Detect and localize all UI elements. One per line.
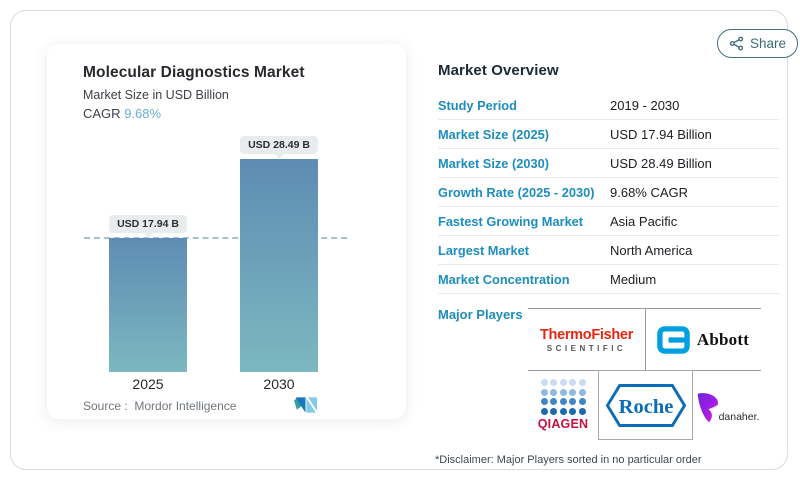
row-value: Asia Pacific xyxy=(610,213,678,229)
chart-subtitle: Market Size in USD Billion xyxy=(83,88,229,102)
table-row: Market Size (2025) USD 17.94 Billion xyxy=(438,120,779,149)
cagr-value: 9.68% xyxy=(124,106,162,121)
row-label: Market Concentration xyxy=(438,271,570,287)
row-value: USD 28.49 Billion xyxy=(610,155,712,171)
abbott-logo: Abbott xyxy=(645,309,761,370)
row-label: Study Period xyxy=(438,97,517,113)
reference-dashed-line xyxy=(84,237,347,239)
qiagen-wordmark: QIAGEN xyxy=(537,416,589,431)
major-players-label: Major Players xyxy=(438,307,523,322)
x-axis-label-2025: 2025 xyxy=(132,376,164,392)
mordor-intelligence-logo-icon xyxy=(294,396,318,418)
row-value: USD 17.94 Billion xyxy=(610,126,712,142)
thermo-fisher-wordmark: ThermoFisher xyxy=(539,326,634,343)
chart-title: Molecular Diagnostics Market xyxy=(83,64,305,81)
abbott-wordmark: Abbott xyxy=(696,329,750,349)
table-row: Study Period 2019 - 2030 xyxy=(438,91,779,120)
overview-table: Study Period 2019 - 2030 Market Size (202… xyxy=(438,91,779,294)
market-chart-card: Molecular Diagnostics Market Market Size… xyxy=(47,44,406,419)
qiagen-logo: QIAGEN xyxy=(528,370,598,440)
share-icon xyxy=(729,36,744,51)
danaher-swoosh-icon xyxy=(695,392,722,424)
bar-2030-rect xyxy=(240,159,318,372)
bar-2025-rect xyxy=(109,238,187,372)
source-attribution: Source : Mordor Intelligence xyxy=(83,399,236,413)
roche-logo-box: Roche xyxy=(598,370,693,440)
row-label: Market Size (2030) xyxy=(438,155,549,171)
table-row: Growth Rate (2025 - 2030) 9.68% CAGR xyxy=(438,178,779,207)
major-players-grid: ThermoFisher SCIENTIFIC Abbott Roche xyxy=(528,308,761,440)
roche-hexagon-icon: Roche xyxy=(605,383,686,427)
thermo-fisher-scientific-text: SCIENTIFIC xyxy=(546,343,627,353)
source-value: Mordor Intelligence xyxy=(134,399,237,413)
overview-heading: Market Overview xyxy=(438,62,559,79)
table-row: Largest Market North America xyxy=(438,236,779,265)
cagr-line: CAGR 9.68% xyxy=(83,106,161,121)
thermo-fisher-logo: ThermoFisher SCIENTIFIC xyxy=(528,309,645,370)
bar-2025-value-badge: USD 17.94 B xyxy=(109,215,187,233)
row-label: Fastest Growing Market xyxy=(438,213,584,229)
infographic-frame: Molecular Diagnostics Market Market Size… xyxy=(10,10,798,470)
row-label: Market Size (2025) xyxy=(438,126,549,142)
table-row: Market Size (2030) USD 28.49 Billion xyxy=(438,149,779,178)
x-axis-label-2030: 2030 xyxy=(263,376,295,392)
row-label: Largest Market xyxy=(438,242,530,258)
disclaimer-text: *Disclaimer: Major Players sorted in no … xyxy=(435,454,702,466)
grid-vertical-divider xyxy=(645,309,646,370)
share-button[interactable]: Share xyxy=(717,29,798,58)
danaher-logo: danaher. xyxy=(693,370,761,440)
bar-2030: USD 28.49 B xyxy=(240,136,318,372)
row-value: 9.68% CAGR xyxy=(610,184,689,200)
qiagen-dots-icon xyxy=(540,379,586,415)
danaher-wordmark: danaher. xyxy=(718,411,760,423)
table-row: Fastest Growing Market Asia Pacific xyxy=(438,207,779,236)
table-row: Market Concentration Medium xyxy=(438,265,779,294)
row-label: Growth Rate (2025 - 2030) xyxy=(438,184,595,200)
source-label: Source : xyxy=(83,399,128,413)
abbott-symbol-icon xyxy=(657,325,690,354)
bar-2030-value-badge: USD 28.49 B xyxy=(240,136,318,154)
row-value: North America xyxy=(610,242,693,258)
cagr-label: CAGR xyxy=(83,106,121,121)
bar-2025: USD 17.94 B xyxy=(109,215,187,372)
row-value: Medium xyxy=(610,271,657,287)
share-button-label: Share xyxy=(749,36,787,51)
row-value: 2019 - 2030 xyxy=(610,97,680,113)
svg-text:Roche: Roche xyxy=(618,395,673,417)
